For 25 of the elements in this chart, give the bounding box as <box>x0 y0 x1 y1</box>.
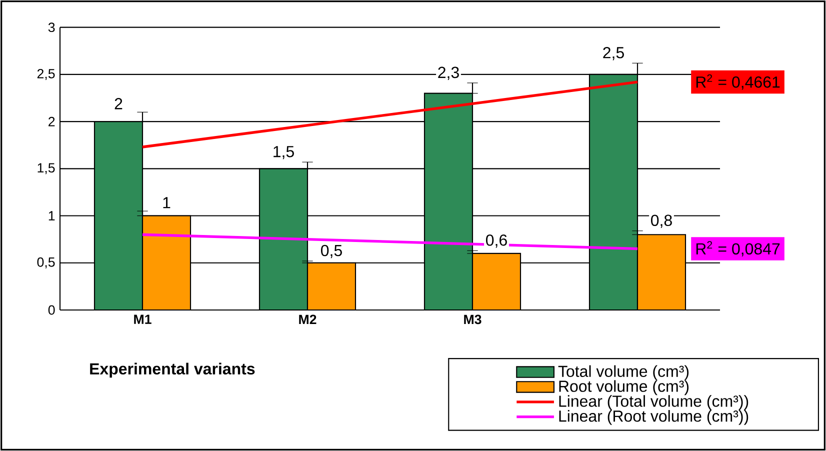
y-tick-label: 2,5 <box>37 68 55 80</box>
data-label: 0,6 <box>486 234 507 248</box>
legend-label: Linear (Root volume (cm³)) <box>559 410 748 425</box>
legend-label: Root volume (cm³) <box>559 380 689 396</box>
x-axis-title: Experimental variants <box>90 362 255 378</box>
legend-label: Linear (Total volume (cm³)) <box>559 395 748 410</box>
y-tick-label: 1 <box>48 211 55 220</box>
x-tick-label: M3 <box>464 314 482 324</box>
data-label: 2,5 <box>603 46 624 60</box>
y-tick-label: 2 <box>48 116 55 126</box>
data-label: 2,3 <box>438 66 459 80</box>
data-label: 1,5 <box>274 146 294 160</box>
x-tick-label: M2 <box>299 314 316 324</box>
annotation: R$^{2}$ = 0,0847 <box>696 241 780 256</box>
legend-label: Total volume (cm³) <box>558 365 689 380</box>
y-tick-label: 0,5 <box>37 257 55 268</box>
data-label: 2 <box>114 98 122 110</box>
y-tick-label: 0 <box>48 305 55 315</box>
data-label: 0,5 <box>321 244 342 258</box>
annotation: R$^{2}$ = 0,4661 <box>696 74 780 90</box>
x-tick-label: M1 <box>134 314 152 324</box>
data-label: 1 <box>163 197 170 208</box>
y-tick-label: 1,5 <box>38 163 55 174</box>
y-tick-label: 3 <box>48 22 55 32</box>
data-label: 0,8 <box>651 214 672 228</box>
